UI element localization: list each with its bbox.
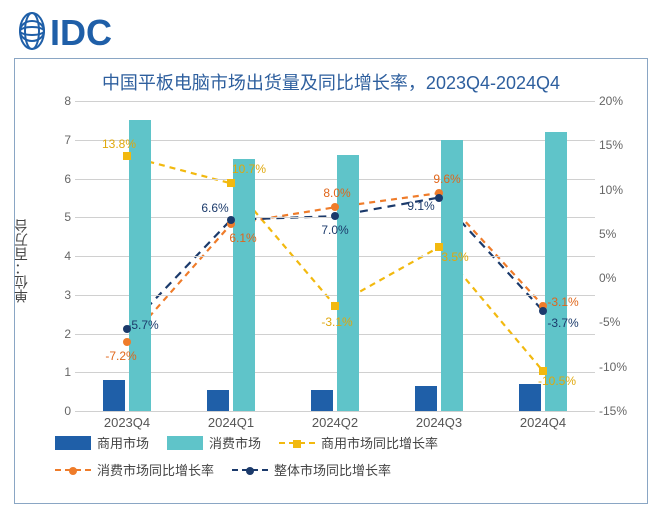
ytick-right: -5% bbox=[599, 315, 639, 329]
bar-commercial bbox=[415, 386, 437, 411]
legend-label: 商用市场同比增长率 bbox=[321, 433, 438, 452]
ytick-left: 3 bbox=[41, 288, 71, 302]
data-label: -3.1% bbox=[547, 295, 578, 309]
logo-text: IDC bbox=[50, 12, 112, 53]
ytick-left: 4 bbox=[41, 249, 71, 263]
ytick-left: 5 bbox=[41, 210, 71, 224]
data-label: -3.7% bbox=[547, 316, 578, 330]
gridline bbox=[75, 179, 595, 180]
gridline bbox=[75, 101, 595, 102]
ytick-right: -15% bbox=[599, 404, 639, 418]
data-label: 6.1% bbox=[229, 231, 256, 245]
data-label: -7.2% bbox=[105, 349, 136, 363]
bar-commercial bbox=[103, 380, 125, 411]
gridline bbox=[75, 140, 595, 141]
ytick-right: 5% bbox=[599, 227, 639, 241]
gridline bbox=[75, 372, 595, 373]
legend-label: 商用市场 bbox=[97, 433, 149, 452]
ytick-right: 10% bbox=[599, 183, 639, 197]
data-label: 6.6% bbox=[201, 201, 228, 215]
marker bbox=[331, 302, 339, 310]
legend-item: 商用市场同比增长率 bbox=[279, 433, 438, 452]
ytick-left: 1 bbox=[41, 365, 71, 379]
marker bbox=[539, 307, 547, 315]
legend-label: 消费市场同比增长率 bbox=[97, 460, 214, 479]
marker bbox=[123, 338, 131, 346]
marker bbox=[331, 212, 339, 220]
ytick-left: 6 bbox=[41, 172, 71, 186]
marker bbox=[227, 216, 235, 224]
legend-item: 整体市场同比增长率 bbox=[232, 460, 391, 479]
ytick-right: 20% bbox=[599, 94, 639, 108]
legend-label: 消费市场 bbox=[209, 433, 261, 452]
gridline bbox=[75, 334, 595, 335]
xtick: 2024Q3 bbox=[416, 415, 462, 430]
ytick-right: 15% bbox=[599, 138, 639, 152]
ytick-right: 0% bbox=[599, 271, 639, 285]
marker bbox=[435, 194, 443, 202]
data-label: 9.1% bbox=[407, 199, 434, 213]
legend-label: 整体市场同比增长率 bbox=[274, 460, 391, 479]
legend-line bbox=[279, 442, 315, 444]
legend-item: 消费市场 bbox=[167, 433, 261, 452]
ytick-left: 2 bbox=[41, 327, 71, 341]
ytick-left: 0 bbox=[41, 404, 71, 418]
gridline bbox=[75, 295, 595, 296]
chart-title: 中国平板电脑市场出货量及同比增长率，2023Q4-2024Q4 bbox=[15, 59, 647, 99]
bar-consumer bbox=[545, 132, 567, 411]
bar-commercial bbox=[207, 390, 229, 411]
ytick-right: -10% bbox=[599, 360, 639, 374]
xtick: 2023Q4 bbox=[104, 415, 150, 430]
legend-swatch bbox=[55, 436, 91, 450]
data-label: -5.7% bbox=[127, 318, 158, 332]
legend-line bbox=[55, 469, 91, 471]
legend-item: 消费市场同比增长率 bbox=[55, 460, 214, 479]
bar-consumer bbox=[233, 159, 255, 411]
xtick: 2024Q4 bbox=[520, 415, 566, 430]
gridline bbox=[75, 256, 595, 257]
bar-commercial bbox=[311, 390, 333, 411]
y-axis-label-left: 单位：百万台 bbox=[11, 219, 31, 303]
data-label: -3.1% bbox=[321, 315, 352, 329]
gridline bbox=[75, 411, 595, 412]
idc-logo: IDC bbox=[18, 8, 128, 54]
chart-frame: 中国平板电脑市场出货量及同比增长率，2023Q4-2024Q4 单位：百万台 0… bbox=[14, 58, 648, 504]
ytick-left: 8 bbox=[41, 94, 71, 108]
xtick: 2024Q2 bbox=[312, 415, 358, 430]
data-label: -10.5% bbox=[538, 374, 576, 388]
ytick-left: 7 bbox=[41, 133, 71, 147]
data-label: 10.7% bbox=[232, 162, 266, 176]
marker bbox=[227, 179, 235, 187]
data-label: 3.5% bbox=[441, 250, 468, 264]
xtick: 2024Q1 bbox=[208, 415, 254, 430]
data-label: 9.6% bbox=[433, 172, 460, 186]
legend-swatch bbox=[167, 436, 203, 450]
legend-line bbox=[232, 469, 268, 471]
data-label: 7.0% bbox=[321, 223, 348, 237]
legend: 商用市场 消费市场 商用市场同比增长率消费市场同比增长率 整体市场同比增长率 bbox=[55, 429, 615, 483]
legend-item: 商用市场 bbox=[55, 433, 149, 452]
bar-consumer bbox=[129, 120, 151, 411]
data-label: 8.0% bbox=[323, 186, 350, 200]
marker bbox=[331, 203, 339, 211]
marker bbox=[123, 152, 131, 160]
data-label: 13.8% bbox=[102, 137, 136, 151]
plot-area: 012345678-15%-10%-5%0%5%10%15%20%2023Q42… bbox=[75, 101, 595, 411]
